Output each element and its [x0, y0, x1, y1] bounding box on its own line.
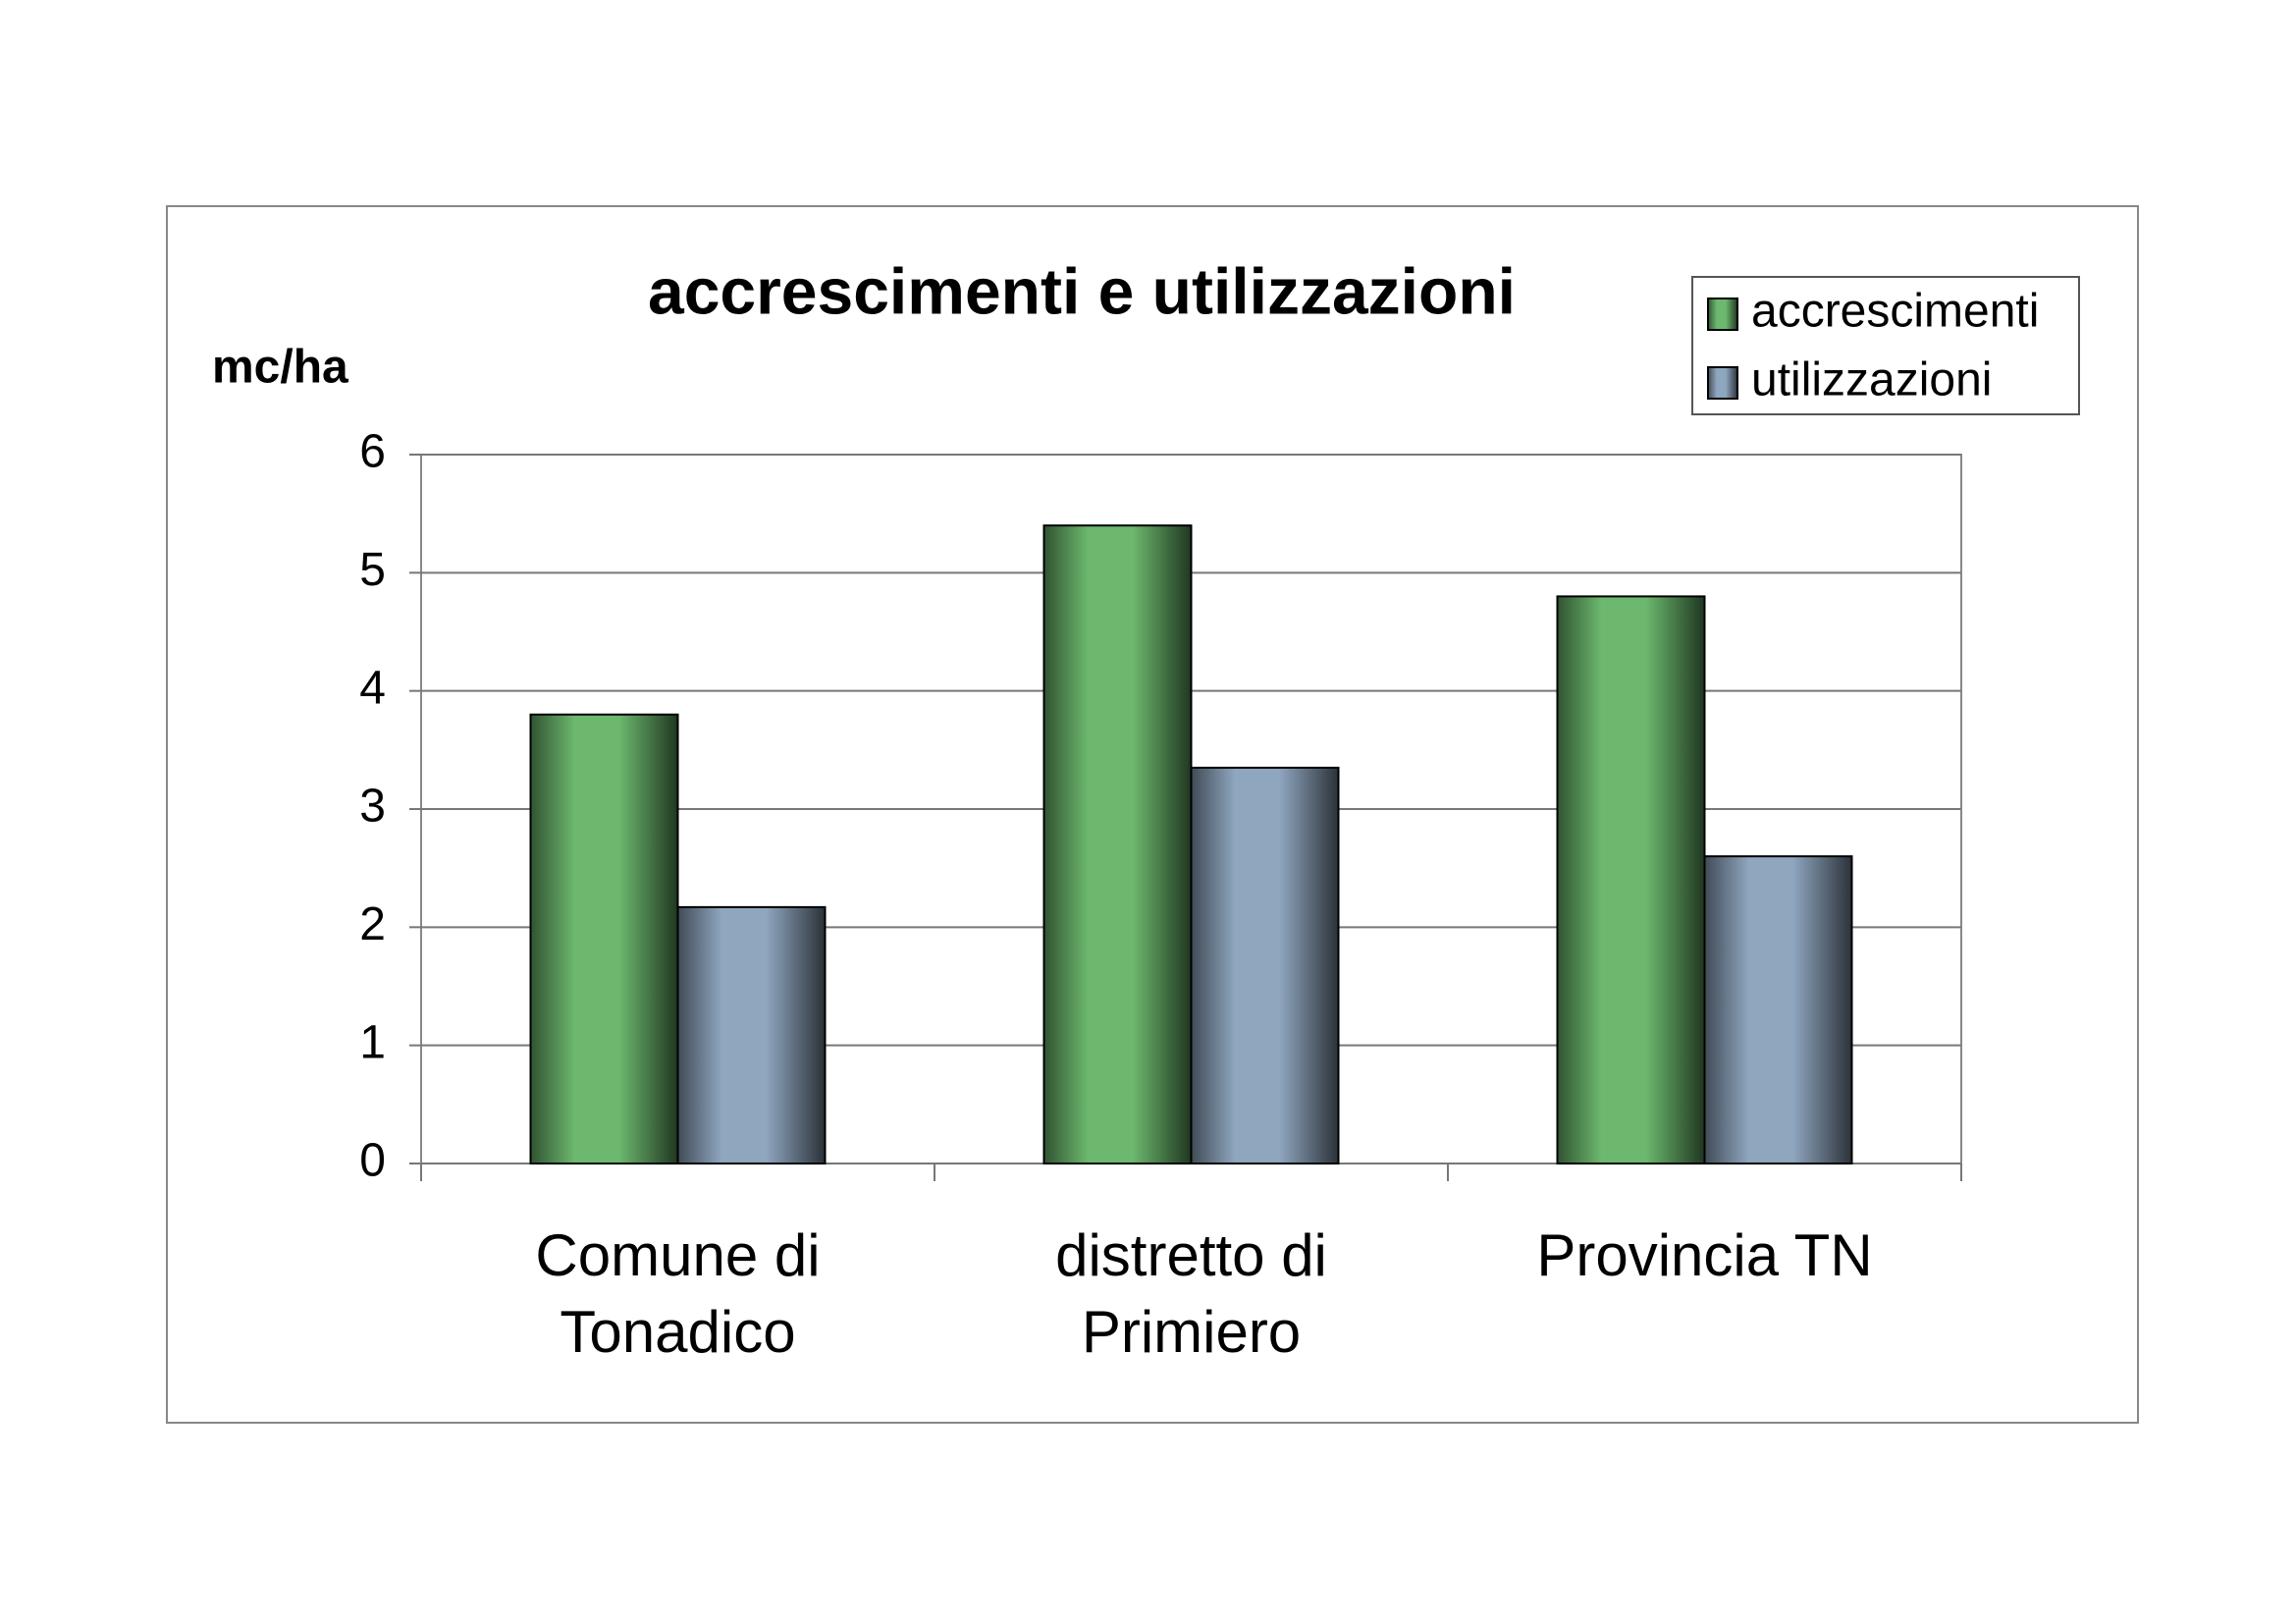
y-tick-label: 1 — [359, 1016, 386, 1068]
legend-box — [1691, 276, 2080, 415]
bar — [1042, 524, 1193, 1164]
bar — [529, 713, 679, 1164]
legend-label: accrescimenti — [1751, 286, 2039, 338]
bar — [676, 905, 827, 1164]
y-tick-label: 4 — [359, 662, 386, 714]
y-tick-label: 6 — [359, 426, 386, 478]
bar — [1703, 855, 1853, 1165]
y-tick-label: 0 — [359, 1135, 386, 1187]
legend-label: utilizzazioni — [1751, 354, 1992, 406]
x-tick-label: Comune di Tonadico — [535, 1222, 821, 1365]
y-tick-label: 5 — [359, 544, 386, 596]
bar — [1556, 595, 1706, 1164]
x-tick-label: distretto di Primiero — [1055, 1222, 1327, 1365]
x-tick-label: Provincia TN — [1536, 1222, 1873, 1288]
legend-swatch — [1707, 366, 1738, 400]
chart-title: accrescimenti e utilizzazioni — [648, 254, 1516, 327]
y-axis-label: mc/ha — [212, 342, 348, 394]
legend-swatch — [1707, 298, 1738, 331]
y-tick-label: 3 — [359, 781, 386, 833]
y-tick-label: 2 — [359, 898, 386, 950]
bar — [1190, 766, 1340, 1165]
